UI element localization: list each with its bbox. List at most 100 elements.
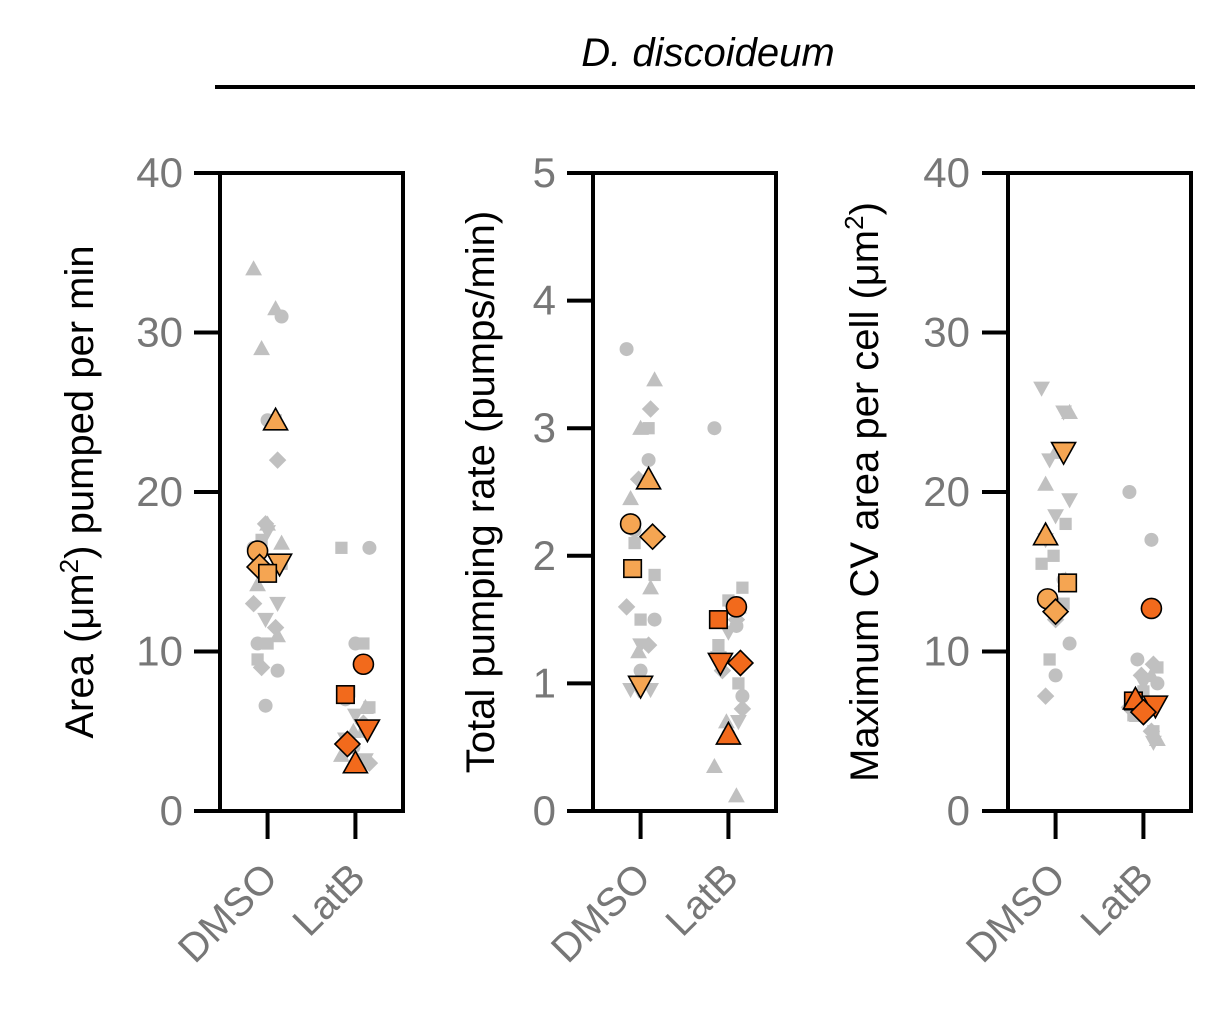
replicate-point bbox=[258, 698, 273, 713]
replicate-point bbox=[1062, 636, 1077, 651]
replicate-point bbox=[619, 342, 634, 357]
plot-frame bbox=[218, 171, 405, 813]
replicate-point bbox=[1145, 735, 1162, 751]
replicate-point bbox=[245, 260, 262, 276]
y-tick-label: 5 bbox=[533, 149, 556, 196]
replicate-point bbox=[1144, 655, 1163, 674]
replicate-point bbox=[735, 689, 750, 704]
replicate-point bbox=[718, 713, 735, 729]
mean-point bbox=[1032, 521, 1059, 546]
mean-point bbox=[707, 652, 734, 677]
replicate-point bbox=[634, 613, 647, 626]
replicate-point bbox=[712, 638, 725, 652]
replicate-point bbox=[617, 598, 636, 616]
replicate-point bbox=[252, 658, 271, 677]
x-tick-label: DMSO bbox=[170, 855, 286, 971]
mean-point bbox=[352, 653, 375, 676]
mean-point bbox=[627, 675, 654, 700]
mean-point bbox=[623, 559, 643, 579]
x-tick-label: LatB bbox=[284, 855, 373, 944]
replicate-point bbox=[728, 787, 745, 803]
replicate-point bbox=[632, 638, 649, 654]
replicate-point bbox=[274, 309, 289, 324]
y-axis-label: Maximum CV area per cell (μm2) bbox=[839, 202, 887, 782]
replicate-point bbox=[1122, 485, 1137, 499]
replicate-point bbox=[736, 581, 749, 594]
replicate-point bbox=[269, 596, 286, 613]
y-tick-label: 30 bbox=[136, 309, 183, 356]
y-axis-label: Area (μm2) pumped per min bbox=[54, 245, 102, 738]
x-tick-label: LatB bbox=[657, 855, 746, 944]
replicate-point bbox=[250, 636, 265, 651]
replicate-point bbox=[1037, 475, 1054, 491]
mean-point bbox=[725, 596, 748, 618]
replicate-point bbox=[348, 636, 363, 651]
y-tick-label: 20 bbox=[136, 468, 183, 515]
mean-point bbox=[342, 749, 369, 774]
replicate-point bbox=[730, 714, 747, 731]
replicate-point bbox=[347, 708, 364, 724]
mean-point bbox=[258, 563, 278, 583]
replicate-point bbox=[628, 536, 641, 550]
replicate-point bbox=[706, 757, 723, 774]
y-tick-label: 2 bbox=[533, 532, 556, 579]
mean-point bbox=[715, 720, 742, 745]
mean-point bbox=[1140, 597, 1163, 620]
replicate-point bbox=[1061, 493, 1078, 509]
y-tick-label: 4 bbox=[533, 277, 556, 324]
replicate-point bbox=[1036, 687, 1055, 705]
replicate-point bbox=[1048, 668, 1063, 683]
replicate-point bbox=[244, 594, 263, 613]
replicate-point bbox=[1047, 509, 1064, 525]
y-tick-label: 40 bbox=[923, 149, 970, 196]
replicate-point bbox=[732, 677, 745, 690]
replicate-point bbox=[273, 534, 290, 550]
header-title: D. discoideum bbox=[581, 31, 834, 75]
replicate-point bbox=[1043, 653, 1056, 666]
y-tick-label: 30 bbox=[923, 309, 970, 356]
x-tick-label: LatB bbox=[1072, 855, 1161, 944]
plot-frame bbox=[1006, 171, 1193, 813]
mean-point bbox=[638, 523, 667, 551]
replicate-point bbox=[1059, 517, 1072, 531]
mean-point bbox=[333, 730, 362, 758]
mean-point bbox=[1041, 597, 1070, 626]
mean-point bbox=[335, 685, 355, 705]
mean-point bbox=[1050, 441, 1077, 466]
mean-point bbox=[635, 465, 662, 490]
replicate-point bbox=[641, 400, 660, 418]
y-tick-label: 0 bbox=[947, 787, 970, 834]
y-tick-label: 0 bbox=[533, 787, 556, 834]
mean-point bbox=[354, 719, 381, 744]
replicate-point bbox=[266, 618, 285, 637]
replicate-point bbox=[647, 612, 662, 627]
y-tick-label: 3 bbox=[533, 404, 556, 451]
x-tick-label: DMSO bbox=[958, 855, 1074, 971]
replicate-point bbox=[362, 540, 377, 555]
mean-point bbox=[726, 649, 755, 677]
replicate-point bbox=[1035, 557, 1048, 570]
replicate-point bbox=[270, 663, 285, 678]
y-tick-label: 20 bbox=[923, 468, 970, 515]
y-tick-label: 0 bbox=[160, 787, 183, 834]
replicate-point bbox=[261, 637, 274, 650]
mean-point bbox=[262, 406, 289, 431]
replicate-point bbox=[257, 612, 274, 628]
replicate-point bbox=[251, 653, 264, 666]
replicate-point bbox=[641, 453, 656, 468]
replicate-point bbox=[1144, 532, 1159, 547]
x-tick-label: DMSO bbox=[543, 855, 659, 971]
y-tick-label: 10 bbox=[136, 628, 183, 675]
replicate-point bbox=[648, 568, 661, 582]
mean-point bbox=[619, 513, 642, 535]
mean-point bbox=[1058, 573, 1078, 593]
replicate-point bbox=[268, 451, 287, 469]
y-tick-label: 10 bbox=[923, 628, 970, 675]
replicate-point bbox=[253, 340, 270, 356]
replicate-point bbox=[733, 700, 752, 718]
replicate-point bbox=[1033, 381, 1050, 397]
replicate-point bbox=[335, 541, 348, 554]
